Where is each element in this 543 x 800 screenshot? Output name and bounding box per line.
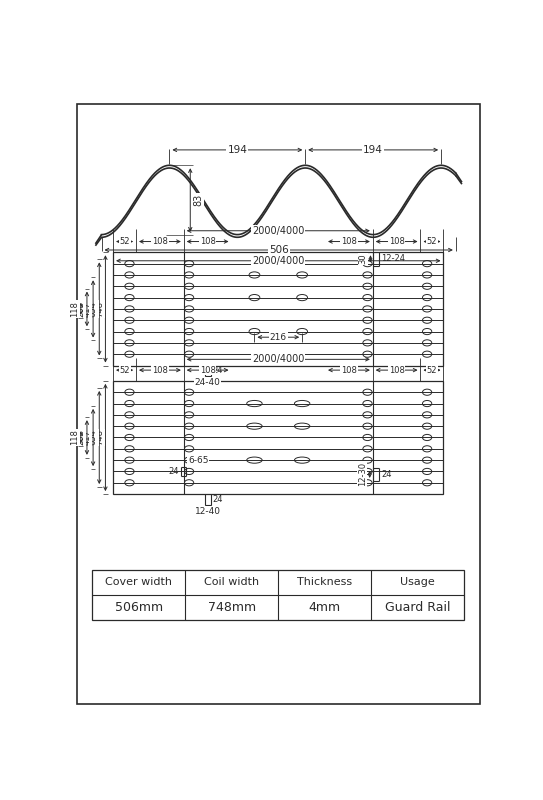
Text: 52: 52 <box>427 366 437 374</box>
Text: 118: 118 <box>70 430 79 446</box>
Text: 2000/4000: 2000/4000 <box>252 226 305 236</box>
Text: 108: 108 <box>200 366 216 374</box>
Text: 506mm: 506mm <box>115 601 163 614</box>
Text: 52: 52 <box>119 366 130 374</box>
Text: 12-40: 12-40 <box>194 506 220 515</box>
Text: 24-40: 24-40 <box>195 378 220 387</box>
Text: Thickness: Thickness <box>297 577 352 587</box>
Text: 108: 108 <box>389 237 405 246</box>
Text: 30: 30 <box>358 254 368 264</box>
Text: 748: 748 <box>95 430 104 446</box>
Text: 748mm: 748mm <box>208 601 256 614</box>
Text: 12-30: 12-30 <box>358 462 367 486</box>
Text: 194: 194 <box>363 145 383 155</box>
Text: 108: 108 <box>341 366 357 374</box>
Text: 506: 506 <box>269 245 288 255</box>
Text: 194: 194 <box>228 145 247 155</box>
Text: 6-65: 6-65 <box>188 456 209 465</box>
Text: 4mm: 4mm <box>309 601 341 614</box>
Text: 118: 118 <box>70 301 79 317</box>
Text: 268: 268 <box>77 301 85 317</box>
Text: 108: 108 <box>389 366 405 374</box>
Text: 24: 24 <box>212 366 223 375</box>
Bar <box>113 252 444 366</box>
Bar <box>113 381 444 494</box>
Text: 24: 24 <box>169 467 179 476</box>
Text: 268: 268 <box>77 430 85 446</box>
Text: 417: 417 <box>83 301 92 317</box>
Text: Cover width: Cover width <box>105 577 172 587</box>
Text: 108: 108 <box>200 237 216 246</box>
Text: 748: 748 <box>95 301 104 317</box>
Text: 12-24: 12-24 <box>381 254 405 263</box>
Text: 52: 52 <box>427 237 437 246</box>
Text: 654: 654 <box>89 430 98 446</box>
Text: 2000/4000: 2000/4000 <box>252 354 305 364</box>
Text: 108: 108 <box>152 237 168 246</box>
Text: Coil width: Coil width <box>204 577 260 587</box>
Text: Usage: Usage <box>400 577 435 587</box>
Text: 417: 417 <box>83 430 92 446</box>
Text: 52: 52 <box>119 237 130 246</box>
Text: 108: 108 <box>152 366 168 374</box>
Text: 83: 83 <box>193 194 203 206</box>
Text: 216: 216 <box>270 333 287 342</box>
Text: 2000/4000: 2000/4000 <box>252 256 305 266</box>
Text: 24: 24 <box>212 495 223 504</box>
Text: 24: 24 <box>381 470 392 478</box>
Bar <box>92 570 464 619</box>
Text: Guard Rail: Guard Rail <box>385 601 451 614</box>
Text: 654: 654 <box>89 301 98 317</box>
Text: 108: 108 <box>341 237 357 246</box>
